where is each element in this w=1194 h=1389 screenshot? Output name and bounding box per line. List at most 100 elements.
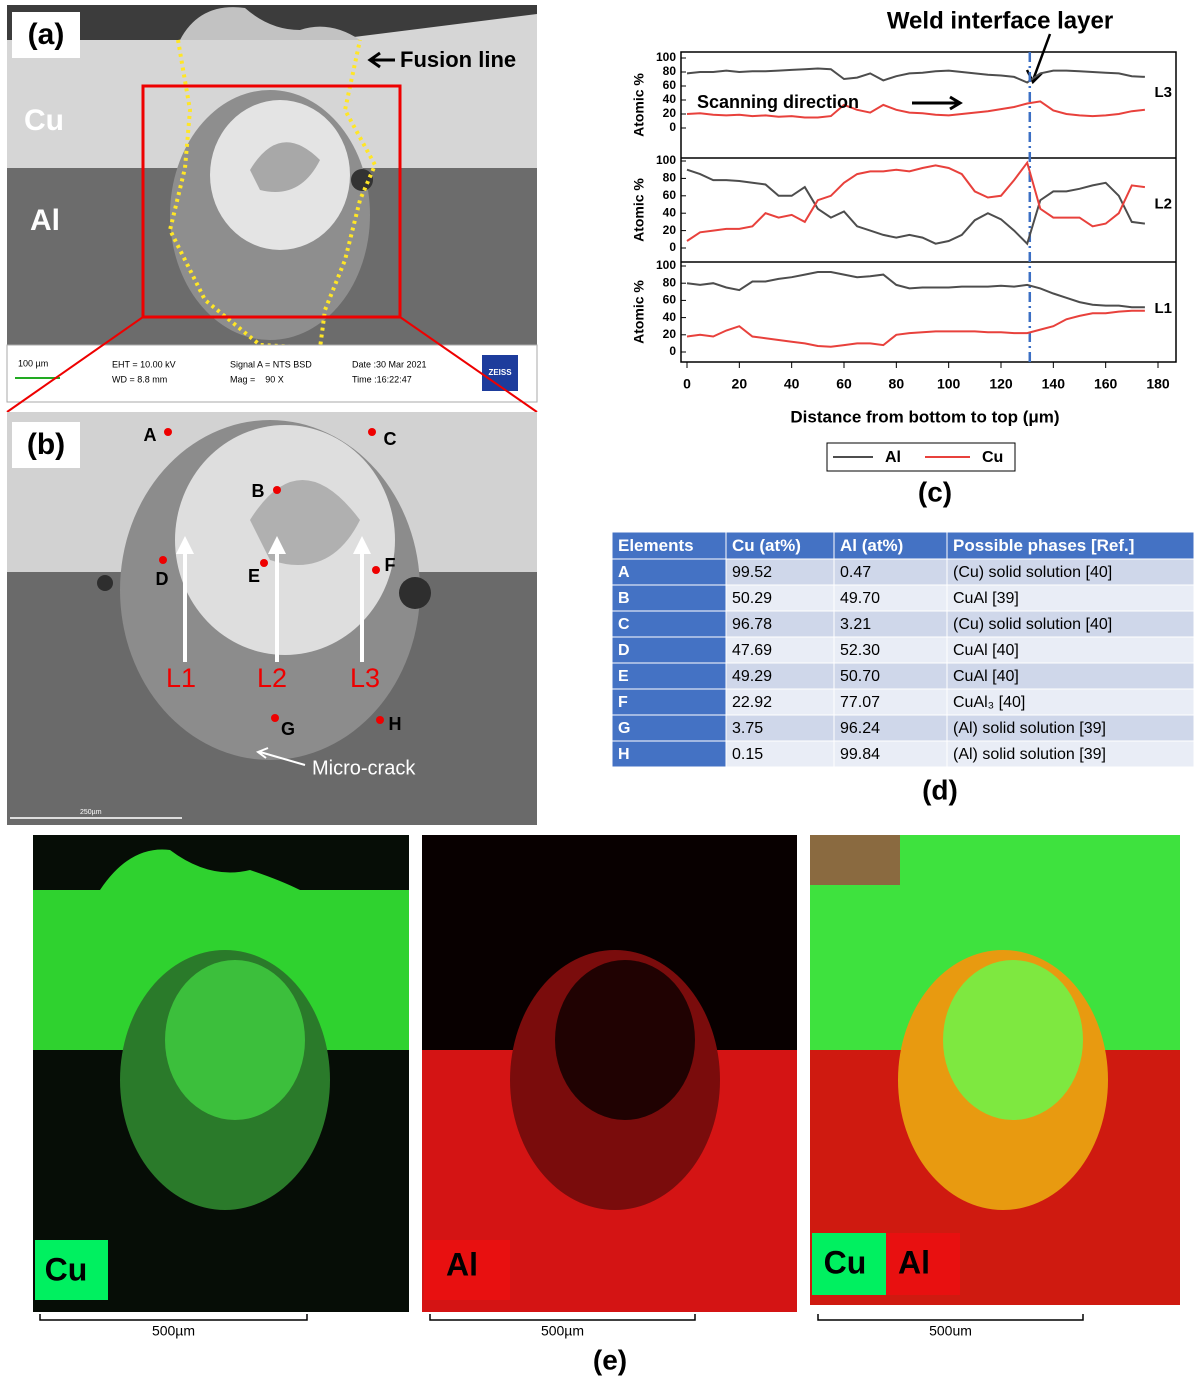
data-line — [686, 100, 1146, 119]
zoom-box — [141, 84, 402, 319]
table-text: G — [618, 720, 630, 737]
info: EHT = 10.00 kV — [112, 359, 176, 369]
panel-a: (a) Cu Al Fusion line 100 µm EHT = 10.00… — [6, 5, 538, 413]
swirl — [165, 960, 305, 1120]
table-cell — [946, 714, 1194, 742]
void — [399, 577, 431, 609]
table-cell — [946, 610, 1194, 638]
point-marker — [260, 559, 268, 567]
table-text: CuAl [40] — [953, 668, 1019, 685]
y-axis-label: Atomic % — [631, 73, 647, 137]
table-cell — [725, 662, 835, 690]
table-text: 99.84 — [840, 746, 880, 763]
table-text: 52.30 — [840, 642, 880, 659]
table-text: 50.29 — [732, 590, 772, 607]
table-cell — [725, 688, 835, 716]
point-marker — [368, 428, 376, 436]
y-tick-label: 40 — [663, 205, 677, 219]
table-header: Possible phases [Ref.] — [953, 536, 1134, 555]
table-header: Elements — [618, 536, 694, 555]
info: Signal A = NTS BSD — [230, 359, 312, 369]
table-cell — [946, 688, 1194, 716]
scan-arrowhead — [268, 536, 286, 554]
mount — [7, 5, 537, 40]
legend-label: Al — [885, 449, 901, 466]
table-text: 77.07 — [840, 694, 880, 711]
info: WD = 8.8 mm — [112, 374, 167, 384]
table-cell — [611, 688, 727, 716]
table-text: 47.69 — [732, 642, 772, 659]
label-box — [12, 422, 80, 468]
table-text: F — [618, 694, 628, 711]
point-label: F — [385, 555, 396, 575]
scan-label: L2 — [257, 663, 287, 693]
info: Time :16:22:47 — [352, 374, 412, 384]
table-header: Cu (at%) — [732, 536, 801, 555]
table-text: B — [618, 590, 630, 607]
panel-label: (e) — [593, 1344, 627, 1375]
data-line — [686, 309, 1145, 348]
x-tick-label: 0 — [683, 376, 691, 392]
table-text: H — [618, 746, 630, 763]
table-cell — [725, 714, 835, 742]
table-cell — [833, 610, 948, 638]
x-tick-label: 120 — [989, 376, 1013, 392]
info: Mag = 90 X — [230, 374, 284, 384]
point-label: A — [144, 425, 157, 445]
point-marker — [164, 428, 172, 436]
table-text: 49.70 — [840, 590, 880, 607]
table-text: C — [618, 616, 630, 633]
table-text: 50.70 — [840, 668, 880, 685]
point-label: E — [248, 566, 260, 586]
scale-text: 500µm — [541, 1323, 584, 1339]
overlay-noise — [810, 835, 900, 885]
zoom-line — [6, 316, 144, 413]
plot-frame — [680, 51, 1177, 363]
zoom-line — [399, 316, 538, 413]
scale-bar — [429, 1314, 696, 1321]
info-bar — [6, 344, 538, 403]
x-tick-label: 140 — [1042, 376, 1066, 392]
x-tick-label: 60 — [836, 376, 852, 392]
scale-bar — [39, 1314, 308, 1321]
x-tick-label: 20 — [732, 376, 748, 392]
series-label: L1 — [1154, 300, 1172, 317]
table-cell — [946, 558, 1194, 586]
point-label: G — [281, 719, 295, 739]
y-axis-label: Atomic % — [631, 280, 647, 344]
point-label: B — [252, 481, 265, 501]
scale-bar — [817, 1314, 1084, 1321]
scale-text: 250µm — [80, 809, 102, 816]
scale-text: 100 µm — [18, 358, 48, 368]
y-tick-label: 100 — [656, 50, 676, 64]
x-tick-label: 40 — [784, 376, 800, 392]
info: Date :30 Mar 2021 — [352, 359, 427, 369]
label-box — [812, 1233, 886, 1295]
table-text: D — [618, 642, 630, 659]
y-tick-label: 40 — [663, 310, 677, 324]
table-text: A — [618, 564, 630, 581]
series-label: L2 — [1154, 195, 1172, 212]
scan-arrowhead — [353, 536, 371, 554]
label-box — [886, 1233, 960, 1295]
arrow — [912, 95, 963, 111]
table-text: 49.29 — [732, 668, 772, 685]
scan-label: L3 — [350, 663, 380, 693]
table-text: CuAl [40] — [953, 642, 1019, 659]
table-cell — [833, 584, 948, 612]
label-box — [424, 1240, 510, 1300]
annotation: Scanning direction — [697, 92, 859, 112]
label-box — [12, 12, 80, 58]
legend-label: Cu — [982, 449, 1003, 466]
x-tick-label: 180 — [1146, 376, 1170, 392]
point-marker — [273, 486, 281, 494]
point-marker — [271, 714, 279, 722]
panel-e — [33, 835, 1180, 1312]
point-marker — [376, 716, 384, 724]
map-label: Cu — [45, 1251, 88, 1287]
panel-b: (b) Micro-crack 250µm A B C D E F G H L1 L2 L3 — [7, 412, 537, 825]
y-tick-label: 60 — [663, 78, 677, 92]
arrow — [255, 747, 306, 766]
